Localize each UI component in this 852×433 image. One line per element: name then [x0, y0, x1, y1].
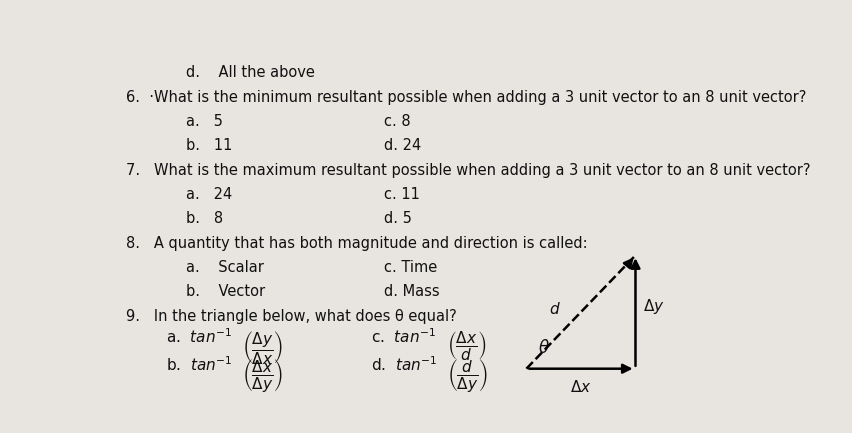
Text: c. 11: c. 11 [383, 187, 420, 202]
Text: b.   8: b. 8 [186, 211, 223, 226]
Text: $\left(\dfrac{\Delta x}{d}\right)$: $\left(\dfrac{\Delta x}{d}\right)$ [446, 329, 486, 362]
Text: b.  $\mathit{tan}^{-1}$: b. $\mathit{tan}^{-1}$ [166, 355, 233, 374]
Text: $\Delta y$: $\Delta y$ [642, 297, 665, 316]
Text: c. Time: c. Time [383, 260, 437, 275]
Text: $\theta$: $\theta$ [538, 339, 550, 357]
Text: 9.   In the triangle below, what does θ equal?: 9. In the triangle below, what does θ eq… [126, 309, 457, 324]
Text: d. 24: d. 24 [383, 138, 421, 153]
Text: 8.   A quantity that has both magnitude and direction is called:: 8. A quantity that has both magnitude an… [126, 236, 587, 251]
Text: c. 8: c. 8 [383, 114, 411, 129]
Text: d.    All the above: d. All the above [186, 65, 314, 80]
Text: $\left(\dfrac{\Delta y}{\Delta x}\right)$: $\left(\dfrac{\Delta y}{\Delta x}\right)… [242, 329, 283, 366]
Text: 7.   What is the maximum resultant possible when adding a 3 unit vector to an 8 : 7. What is the maximum resultant possibl… [126, 163, 810, 178]
Text: b.   11: b. 11 [186, 138, 232, 153]
Text: a.   24: a. 24 [186, 187, 232, 202]
Text: a.  $\mathit{tan}^{-1}$: a. $\mathit{tan}^{-1}$ [166, 327, 232, 346]
Text: d.  $\mathit{tan}^{-1}$: d. $\mathit{tan}^{-1}$ [371, 355, 437, 374]
Text: a.    Scalar: a. Scalar [186, 260, 263, 275]
Text: 6.  ·What is the minimum resultant possible when adding a 3 unit vector to an 8 : 6. ·What is the minimum resultant possib… [126, 90, 806, 105]
Text: $\left(\dfrac{\Delta x}{\Delta y}\right)$: $\left(\dfrac{\Delta x}{\Delta y}\right)… [242, 357, 283, 394]
Text: c.  $\mathit{tan}^{-1}$: c. $\mathit{tan}^{-1}$ [371, 327, 436, 346]
Text: a.   5: a. 5 [186, 114, 222, 129]
Text: $\left(\dfrac{d}{\Delta y}\right)$: $\left(\dfrac{d}{\Delta y}\right)$ [446, 357, 487, 394]
Text: d: d [549, 302, 558, 317]
Text: $\Delta x$: $\Delta x$ [569, 379, 591, 395]
Text: d. 5: d. 5 [383, 211, 412, 226]
Text: d. Mass: d. Mass [383, 284, 440, 299]
Text: b.    Vector: b. Vector [186, 284, 265, 299]
